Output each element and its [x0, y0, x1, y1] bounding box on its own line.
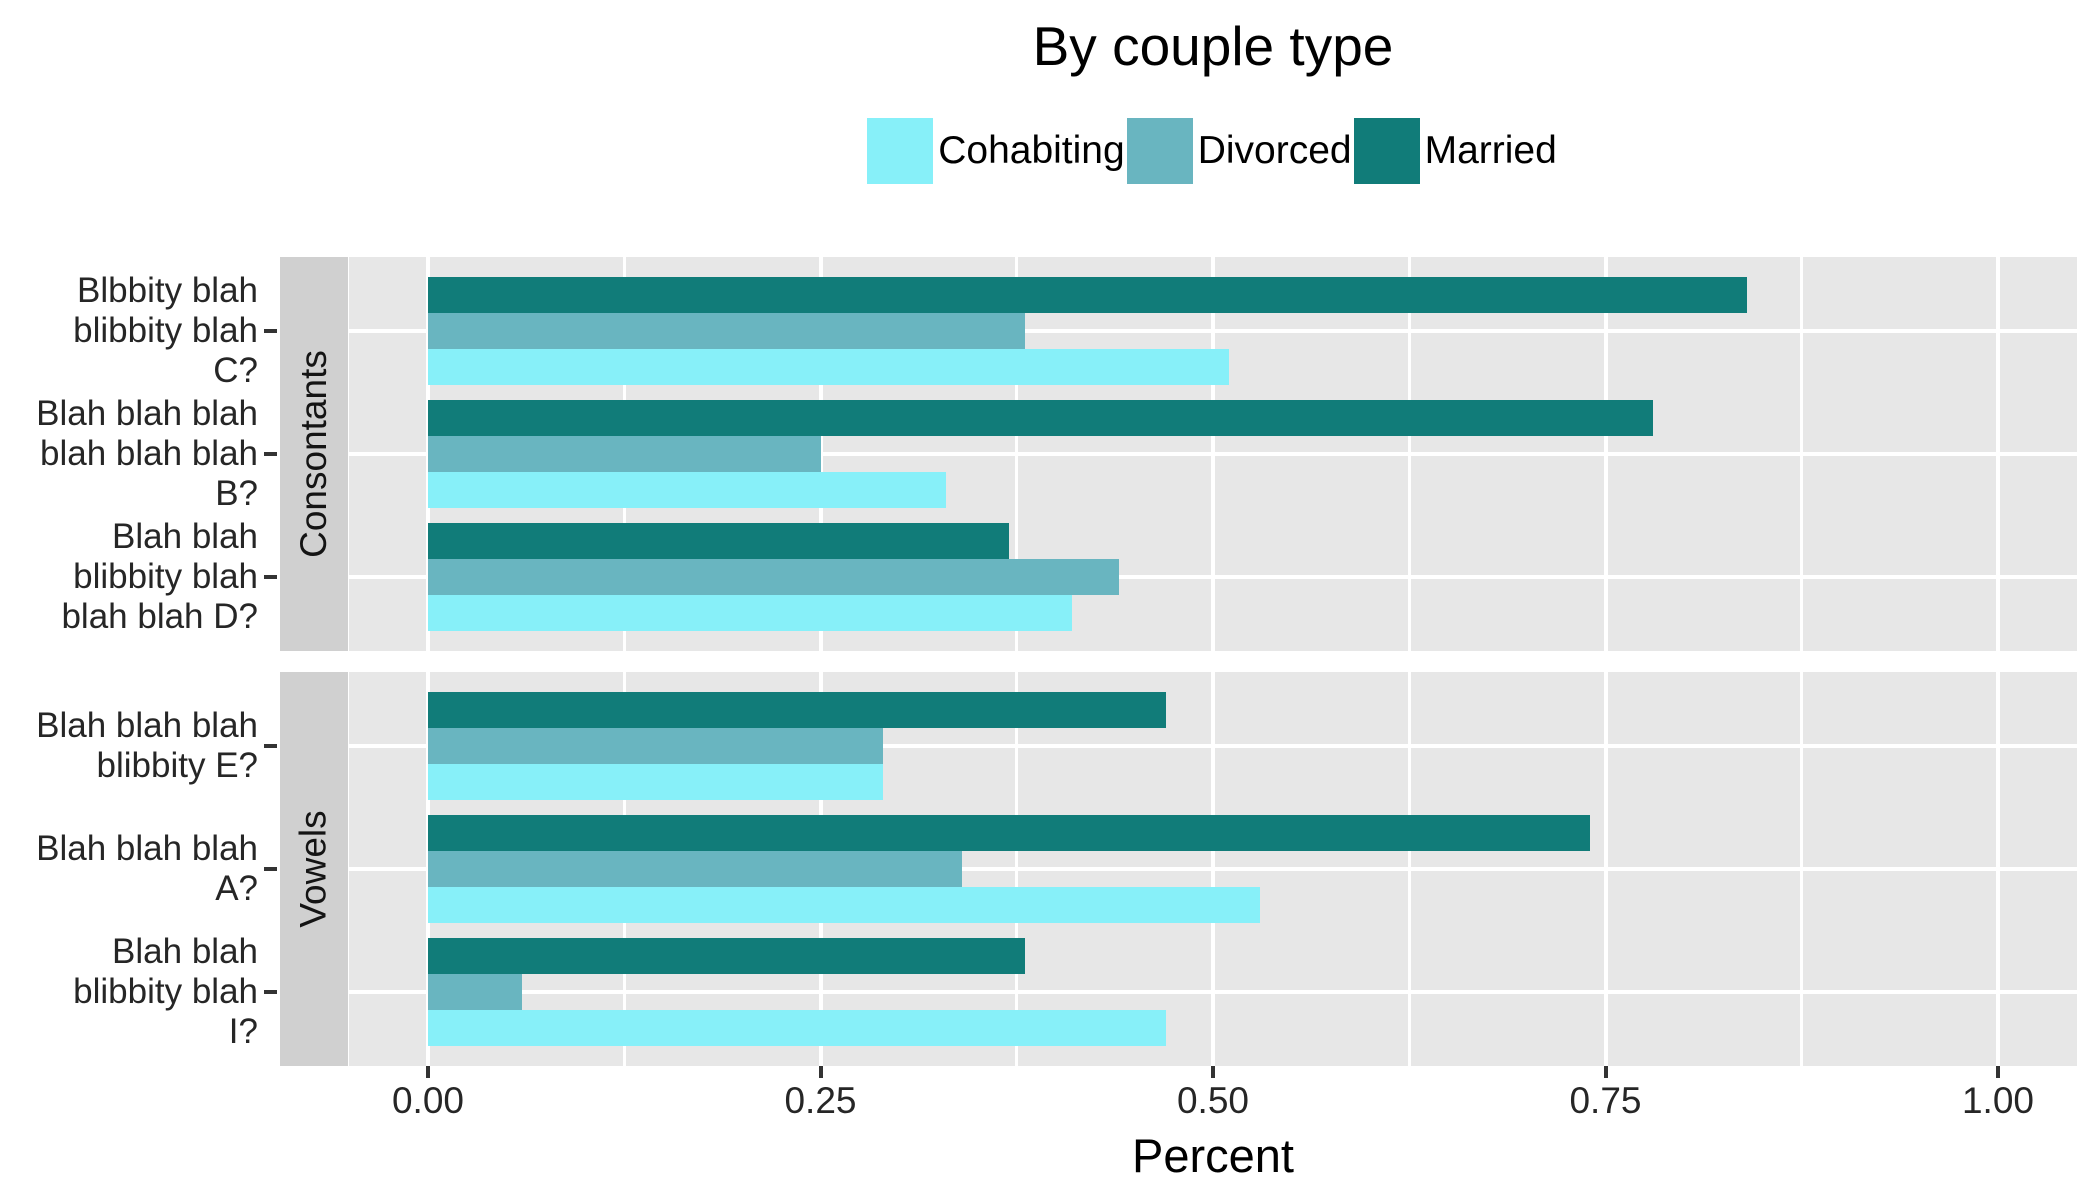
panel-vowels	[349, 672, 2077, 1066]
bar-married-f0-c1	[428, 400, 1653, 437]
legend-item-cohabiting: Cohabiting	[867, 118, 1126, 184]
y-tick-mark	[264, 452, 277, 456]
x-tick-mark	[1211, 1066, 1215, 1078]
bar-cohabiting-f1-c1	[428, 886, 1261, 923]
legend: Cohabiting Divorced Married	[349, 116, 2077, 186]
y-axis-category-label-line: blibbity blah	[73, 311, 258, 350]
x-tick-mark	[1603, 1066, 1608, 1078]
grid-major-horizontal	[349, 575, 2077, 579]
bar-divorced-f1-c0	[428, 728, 884, 764]
legend-key-swatch-divorced	[1126, 118, 1193, 184]
legend-label: Married	[1424, 129, 1557, 172]
y-axis-category-label-line: B?	[215, 474, 258, 513]
y-axis-category-label: Blbbity blah blibbity blah C?	[0, 271, 258, 391]
x-tick-mark	[426, 1066, 430, 1078]
y-tick-mark	[264, 575, 277, 579]
bar-cohabiting-f1-c2	[428, 1009, 1166, 1046]
bar-cohabiting-f0-c0	[428, 348, 1229, 385]
grid-major-horizontal	[349, 744, 2077, 748]
y-axis-category-label-line: I?	[228, 1012, 258, 1051]
bar-married-f1-c2	[428, 938, 1025, 975]
y-axis-category-label-line: blah blah D?	[61, 597, 258, 636]
x-tick-label: 0.00	[391, 1080, 464, 1121]
bar-cohabiting-f0-c1	[428, 471, 947, 508]
y-axis-category-label: Blah blah blibbity blah blah blah D?	[0, 517, 258, 637]
y-axis-category-label-line: Blah blah blah	[36, 394, 258, 433]
y-tick-mark	[264, 329, 277, 333]
facet-strip-label: Vowels	[293, 810, 335, 928]
bar-divorced-f0-c2	[428, 559, 1119, 595]
legend-item-married: Married	[1353, 118, 1559, 184]
facet-strip-vowels: Vowels	[280, 672, 348, 1066]
y-axis-category-label: Blah blah blah blah blah blah B?	[0, 394, 258, 514]
chart-title: By couple type	[1032, 15, 1394, 77]
y-axis-category-label: Blah blah blah A?	[0, 829, 258, 909]
facet-strip-consontants: Consontants	[280, 257, 348, 651]
grid-major-horizontal	[349, 867, 2077, 871]
bar-cohabiting-f1-c0	[428, 763, 884, 800]
grid-major-horizontal	[349, 990, 2077, 994]
y-tick-mark	[264, 867, 277, 871]
bar-married-f0-c2	[428, 523, 1009, 560]
panel-consontants	[349, 257, 2077, 651]
bar-divorced-f1-c1	[428, 851, 962, 887]
x-tick-label: 0.50	[1176, 1080, 1249, 1121]
facet-strip-label: Consontants	[293, 350, 334, 558]
legend-key-swatch-married	[1353, 118, 1420, 184]
grid-major-horizontal	[349, 452, 2077, 456]
legend-label: Cohabiting	[938, 129, 1125, 172]
y-axis-category-label-line: blibbity blah	[73, 557, 258, 596]
y-axis-category-label-line: blibbity blah	[73, 972, 258, 1011]
bar-married-f1-c1	[428, 815, 1590, 852]
x-tick-label: 0.25	[784, 1080, 857, 1121]
legend-label: Divorced	[1197, 129, 1352, 172]
x-tick-mark	[818, 1066, 823, 1078]
y-axis-category-label-line: blah blah blah	[40, 434, 258, 473]
y-axis-category-label-line: Blbbity blah	[77, 271, 258, 310]
x-axis-title: Percent	[1132, 1129, 1294, 1182]
y-axis-category-label-line: C?	[213, 351, 258, 390]
bar-cohabiting-f0-c2	[428, 594, 1072, 631]
x-tick-label: 1.00	[1961, 1080, 2034, 1121]
y-axis-category-label-line: A?	[215, 869, 258, 908]
y-axis-category-label-line: blibbity E?	[96, 746, 258, 785]
y-tick-mark	[264, 990, 277, 994]
bar-divorced-f1-c2	[428, 974, 523, 1010]
x-tick-label: 0.75	[1569, 1080, 1642, 1121]
y-axis-category-label: Blah blah blah blibbity E?	[0, 706, 258, 786]
y-axis-category-label-line: Blah blah	[112, 932, 258, 971]
y-axis-category-label-line: Blah blah blah	[36, 706, 258, 745]
legend-key-swatch-cohabiting	[867, 118, 934, 184]
x-tick-mark	[1996, 1066, 2000, 1078]
bar-married-f1-c0	[428, 692, 1166, 729]
bar-married-f0-c0	[428, 277, 1747, 314]
y-axis-category-label-line: Blah blah	[112, 517, 258, 556]
y-tick-mark	[264, 744, 277, 748]
bar-divorced-f0-c1	[428, 436, 821, 472]
legend-item-divorced: Divorced	[1126, 118, 1354, 184]
grid-major-horizontal	[349, 329, 2077, 333]
y-axis-category-label: Blah blah blibbity blah I?	[0, 932, 258, 1052]
y-axis-category-label-line: Blah blah blah	[36, 829, 258, 868]
bar-divorced-f0-c0	[428, 313, 1025, 349]
